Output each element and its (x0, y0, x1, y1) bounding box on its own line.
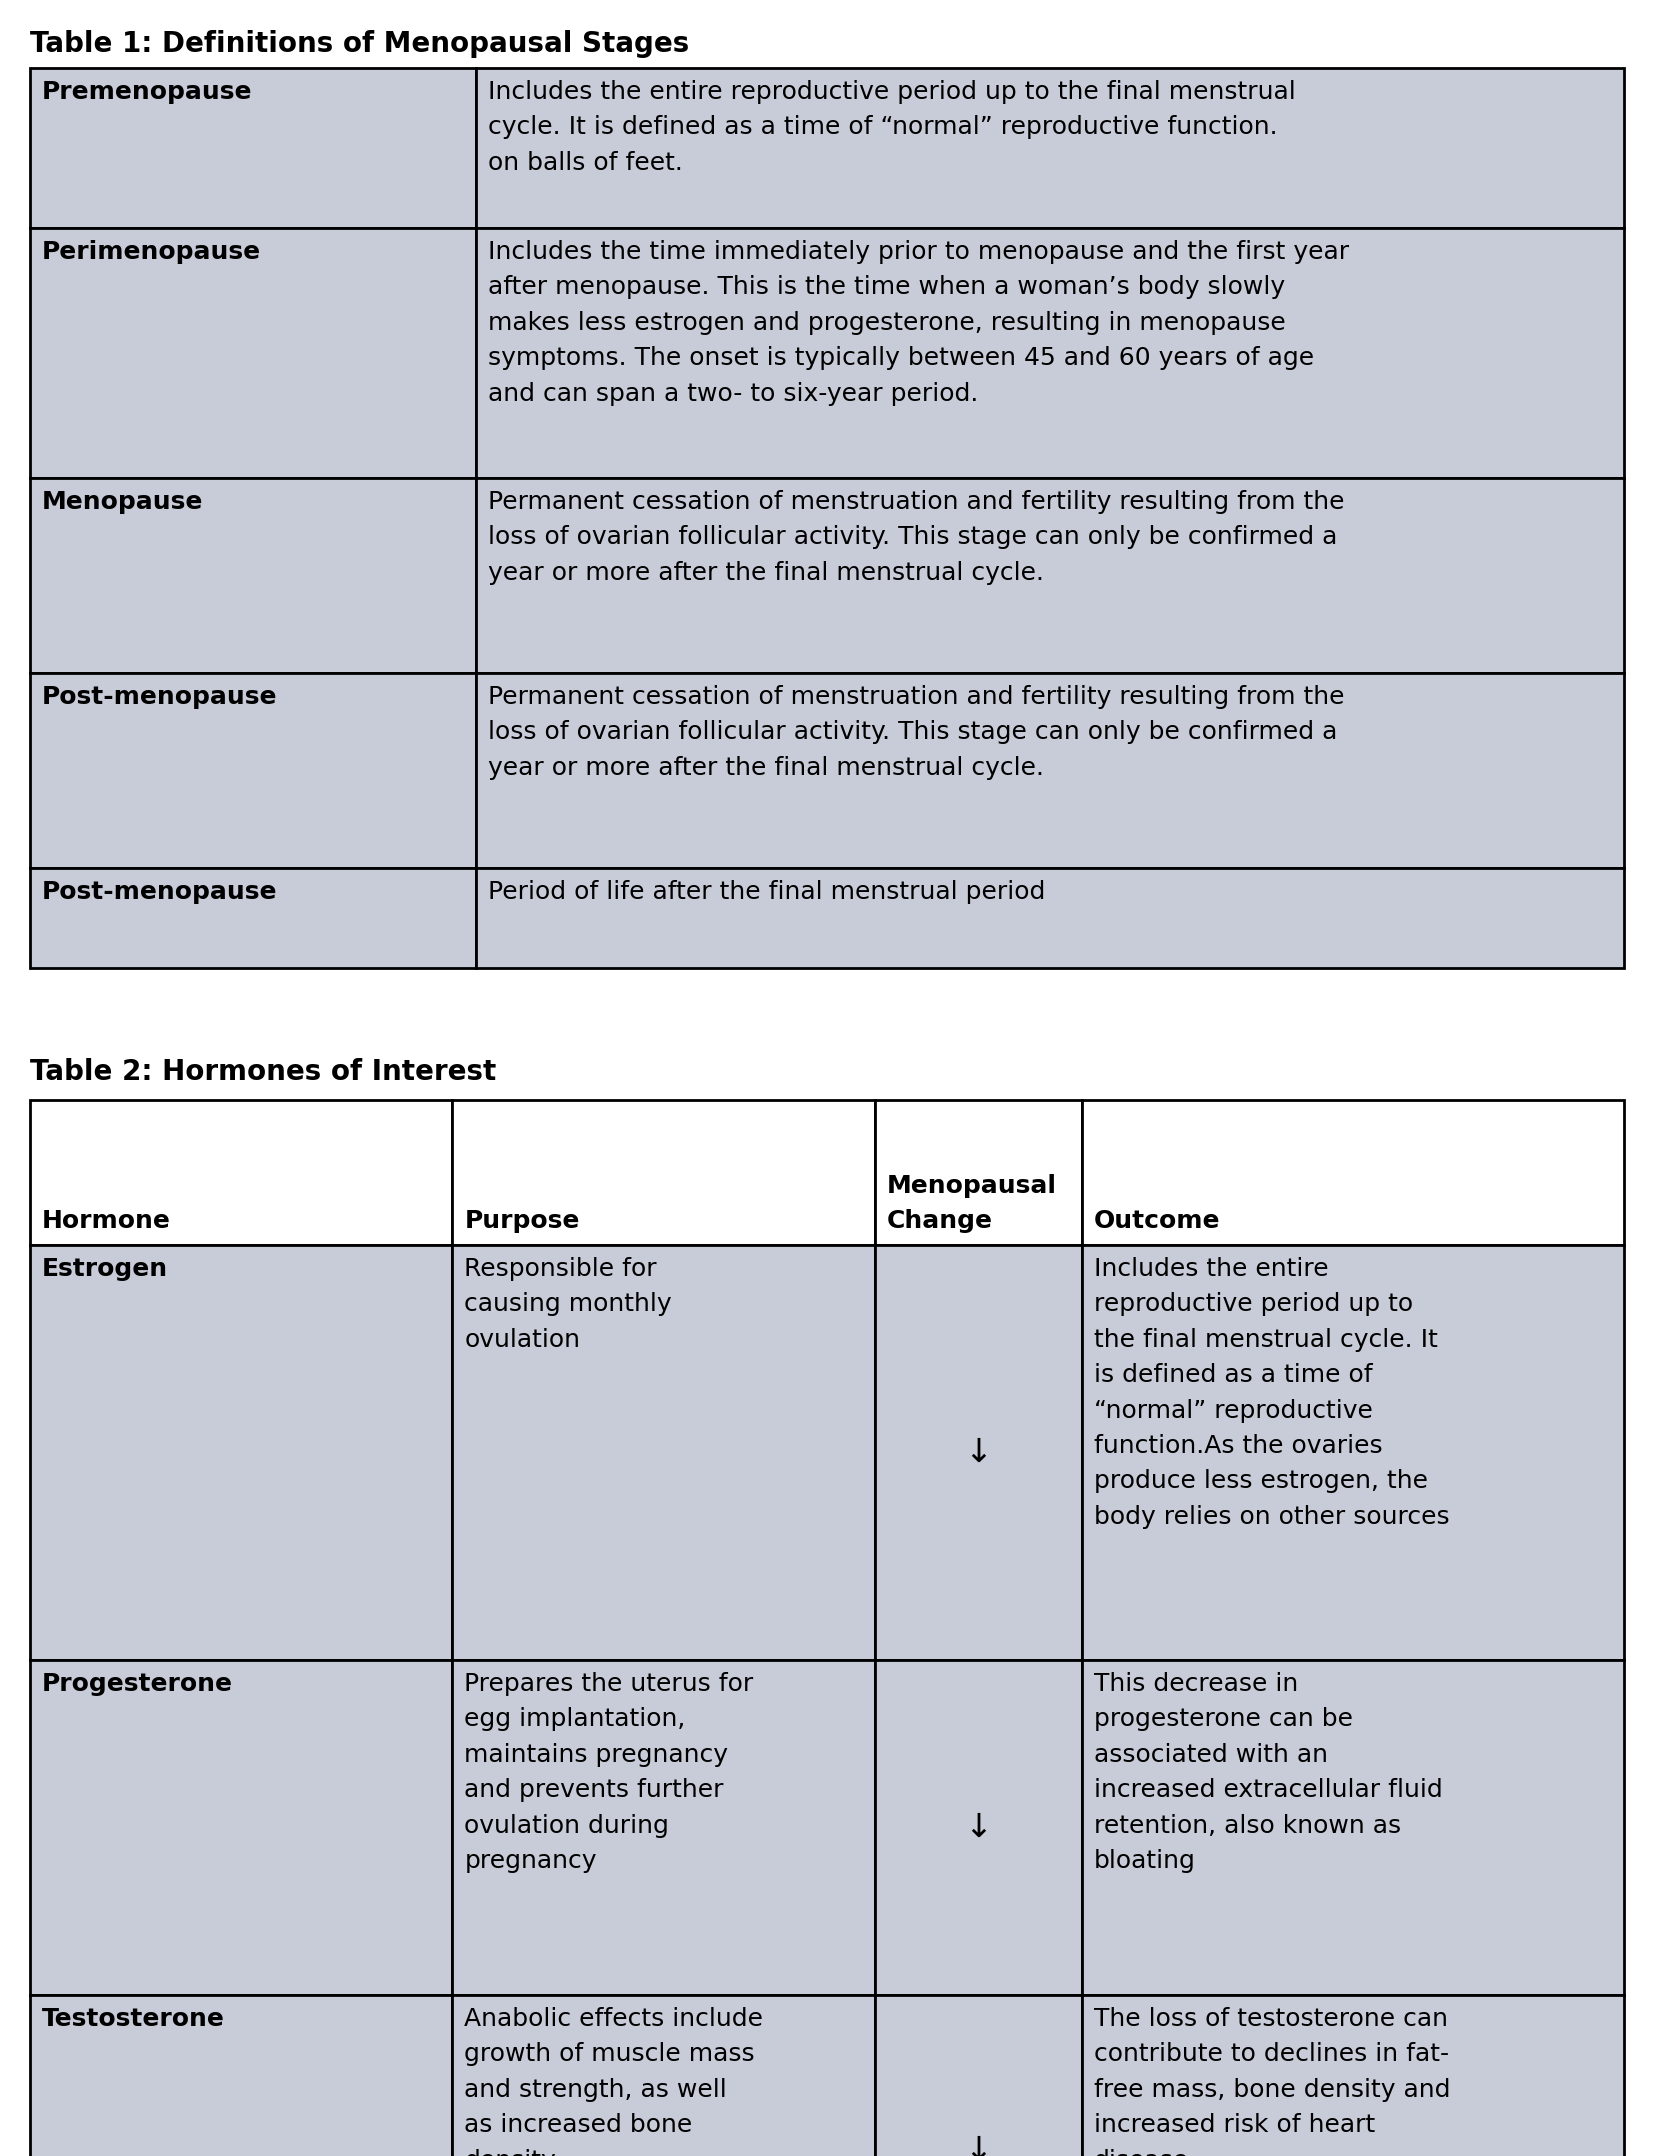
Bar (1082, 1994, 1624, 2156)
Text: Menopause: Menopause (41, 489, 203, 513)
Bar (30, 869, 476, 968)
Text: Hormone: Hormone (41, 1210, 170, 1233)
Text: Purpose: Purpose (465, 1210, 581, 1233)
Text: ↓: ↓ (964, 1436, 992, 1468)
Text: Outcome: Outcome (1093, 1210, 1221, 1233)
Bar (875, 1244, 1082, 1660)
Bar (30, 673, 476, 869)
Text: The loss of testosterone can
contribute to declines in fat-
free mass, bone dens: The loss of testosterone can contribute … (1093, 2007, 1451, 2156)
Bar (875, 1994, 1082, 2156)
Text: Permanent cessation of menstruation and fertility resulting from the
loss of ova: Permanent cessation of menstruation and … (488, 489, 1345, 584)
Text: Includes the time immediately prior to menopause and the first year
after menopa: Includes the time immediately prior to m… (488, 239, 1350, 405)
Text: Table 1: Definitions of Menopausal Stages: Table 1: Definitions of Menopausal Stage… (30, 30, 690, 58)
Bar (875, 1660, 1082, 1994)
Bar (30, 479, 476, 673)
Text: ↓: ↓ (964, 2134, 992, 2156)
Bar (30, 1994, 453, 2156)
Bar (30, 1100, 453, 1244)
Bar (453, 1244, 875, 1660)
Bar (1082, 1660, 1624, 1994)
Text: Includes the entire
reproductive period up to
the final menstrual cycle. It
is d: Includes the entire reproductive period … (1093, 1257, 1449, 1529)
Text: Perimenopause: Perimenopause (41, 239, 261, 263)
Text: Permanent cessation of menstruation and fertility resulting from the
loss of ova: Permanent cessation of menstruation and … (488, 686, 1345, 780)
Text: This decrease in
progesterone can be
associated with an
increased extracellular : This decrease in progesterone can be ass… (1093, 1673, 1442, 1874)
Bar (30, 1244, 453, 1660)
Bar (476, 229, 1624, 479)
Bar (476, 869, 1624, 968)
Text: Premenopause: Premenopause (41, 80, 253, 103)
Bar (30, 69, 476, 229)
Bar (476, 479, 1624, 673)
Bar (30, 1660, 453, 1994)
Text: Menopausal
Change: Menopausal Change (887, 1173, 1057, 1233)
Text: Table 2: Hormones of Interest: Table 2: Hormones of Interest (30, 1059, 496, 1087)
Text: Estrogen: Estrogen (41, 1257, 169, 1281)
Bar (453, 1994, 875, 2156)
Bar (30, 229, 476, 479)
Text: Includes the entire reproductive period up to the final menstrual
cycle. It is d: Includes the entire reproductive period … (488, 80, 1297, 175)
Bar (1082, 1100, 1624, 1244)
Text: Period of life after the final menstrual period: Period of life after the final menstrual… (488, 880, 1045, 903)
Text: Responsible for
causing monthly
ovulation: Responsible for causing monthly ovulatio… (465, 1257, 672, 1352)
Bar (476, 69, 1624, 229)
Bar (1082, 1244, 1624, 1660)
Text: Anabolic effects include
growth of muscle mass
and strength, as well
as increase: Anabolic effects include growth of muscl… (465, 2007, 764, 2156)
Bar (875, 1100, 1082, 1244)
Text: Progesterone: Progesterone (41, 1673, 233, 1697)
Text: Prepares the uterus for
egg implantation,
maintains pregnancy
and prevents furth: Prepares the uterus for egg implantation… (465, 1673, 754, 1874)
Text: ↓: ↓ (964, 1811, 992, 1843)
Bar (453, 1100, 875, 1244)
Text: Post-menopause: Post-menopause (41, 880, 278, 903)
Text: Post-menopause: Post-menopause (41, 686, 278, 709)
Bar (453, 1660, 875, 1994)
Bar (476, 673, 1624, 869)
Text: Testosterone: Testosterone (41, 2007, 225, 2031)
